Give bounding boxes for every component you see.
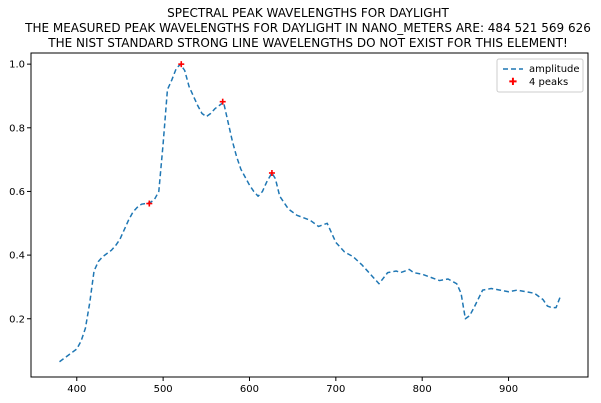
series-layer (59, 61, 562, 363)
plot-area (30, 52, 589, 378)
chart-title-line-2: THE MEASURED PEAK WAVELENGTHS FOR DAYLIG… (24, 21, 591, 35)
y-tick-label: 0.4 (9, 251, 25, 262)
peak-marker (146, 200, 153, 207)
y-tick-label: 1.0 (9, 60, 25, 71)
legend-box (496, 58, 584, 93)
y-tick-label: 0.6 (9, 187, 25, 198)
peak-marker (219, 98, 226, 105)
peak-marker (178, 61, 185, 68)
legend-peaks-marker: ✚ (509, 77, 517, 88)
series-line-amplitude (59, 63, 562, 363)
chart-title-line-3: THE NIST STANDARD STRONG LINE WAVELENGTH… (47, 36, 568, 50)
x-tick-label: 600 (240, 384, 259, 395)
x-tick-label: 500 (154, 384, 173, 395)
legend: amplitude ✚ 4 peaks (496, 58, 584, 93)
x-tick-label: 800 (413, 384, 432, 395)
peak-marker (268, 169, 275, 176)
y-tick-label: 0.2 (9, 314, 25, 325)
x-tick-label: 700 (326, 384, 345, 395)
legend-amplitude-label: amplitude (529, 64, 580, 75)
axis-ticks: 400 500 600 700 800 900 0.2 0.4 0.6 0.8 1.0 (9, 60, 518, 395)
legend-peaks-label: 4 peaks (529, 77, 568, 88)
x-tick-label: 900 (499, 384, 518, 395)
x-tick-label: 400 (67, 384, 86, 395)
y-tick-label: 0.8 (9, 123, 25, 134)
chart-title-line-1: SPECTRAL PEAK WAVELENGTHS FOR DAYLIGHT (167, 6, 449, 20)
